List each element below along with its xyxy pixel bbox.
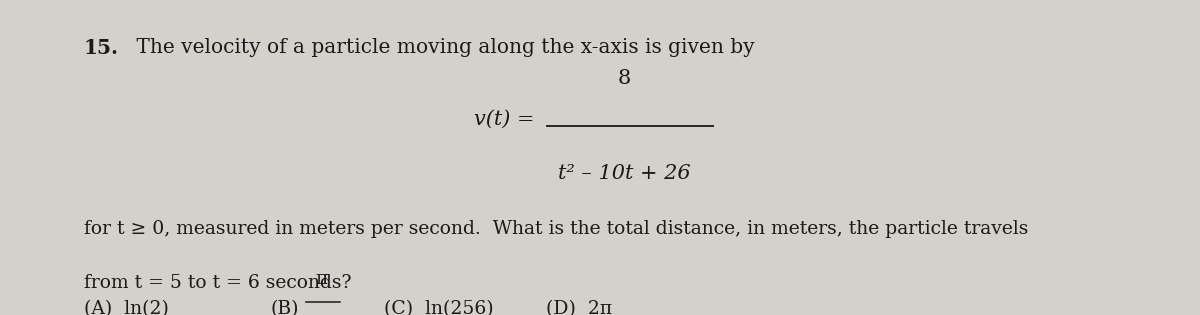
Text: π: π: [316, 270, 328, 288]
Text: v(t) =: v(t) =: [474, 110, 534, 129]
Text: (B): (B): [270, 300, 299, 315]
Text: (A)  ln(2): (A) ln(2): [84, 300, 169, 315]
Text: (C)  ln(256): (C) ln(256): [384, 300, 493, 315]
Text: (D)  2π: (D) 2π: [546, 300, 612, 315]
Text: 8: 8: [617, 69, 631, 88]
Text: t² – 10t + 26: t² – 10t + 26: [558, 164, 690, 183]
Text: The velocity of a particle moving along the x-axis is given by: The velocity of a particle moving along …: [130, 38, 755, 57]
Text: from t = 5 to t = 6 seconds?: from t = 5 to t = 6 seconds?: [84, 274, 352, 292]
Text: for t ≥ 0, measured in meters per second.  What is the total distance, in meters: for t ≥ 0, measured in meters per second…: [84, 220, 1028, 238]
Text: 15.: 15.: [84, 38, 119, 58]
